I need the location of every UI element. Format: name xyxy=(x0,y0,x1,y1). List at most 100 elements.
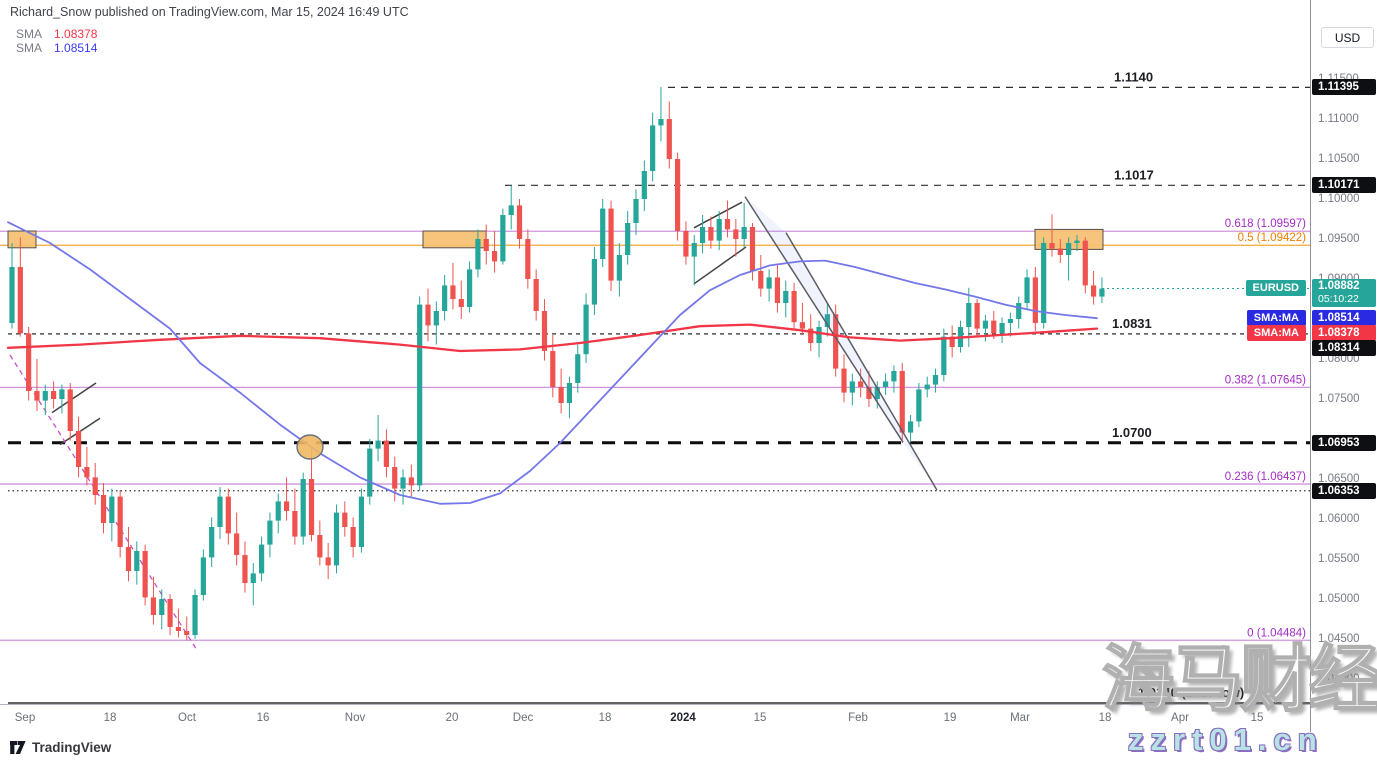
candle-body xyxy=(1024,277,1030,303)
candle-body xyxy=(841,368,847,393)
candle-body xyxy=(400,477,406,489)
candle xyxy=(932,368,939,393)
candle xyxy=(225,488,231,545)
price-badge: 1.06953 xyxy=(1312,435,1376,451)
trendline[interactable] xyxy=(693,201,743,229)
candle xyxy=(1016,296,1022,329)
candle-body xyxy=(92,477,98,495)
candle xyxy=(858,368,864,398)
candle-body xyxy=(317,535,323,558)
candle xyxy=(67,383,73,441)
candle-body xyxy=(824,314,830,327)
candle xyxy=(9,243,15,329)
candlestick-series xyxy=(9,87,1105,641)
trendline[interactable] xyxy=(693,246,747,285)
channel-line[interactable] xyxy=(785,232,938,491)
sma-line-red[interactable] xyxy=(6,323,1099,353)
candle-body xyxy=(84,467,90,478)
candle xyxy=(874,381,880,409)
candle-body xyxy=(949,336,955,347)
candle-body xyxy=(17,267,23,334)
candle xyxy=(350,517,356,558)
candle-body xyxy=(9,267,15,323)
candle-body xyxy=(724,219,731,230)
candle-body xyxy=(558,387,564,403)
candle-body xyxy=(367,448,373,497)
candle-body xyxy=(142,551,148,598)
candle-body xyxy=(475,239,481,270)
candle-body xyxy=(941,336,947,375)
candle xyxy=(558,368,564,414)
time-tick-label: 20 xyxy=(445,712,459,724)
time-tick-label: 15 xyxy=(1250,712,1264,724)
time-axis[interactable]: Sep 18 Oct 16 Nov 20 Dec 18 2024 15 Feb 19 Mar 18 Apr 1… xyxy=(0,704,1377,733)
chart-canvas[interactable]: 1.1140 1.1017 1.0831 1.0700 1.0340 (2017 low… xyxy=(0,0,1310,704)
channel-line[interactable] xyxy=(744,196,904,443)
symbol-chip: EURUSD xyxy=(1245,280,1306,296)
sma-label: SMA xyxy=(16,41,43,55)
candle xyxy=(75,416,82,478)
candle-body xyxy=(67,389,73,431)
candle xyxy=(467,261,473,313)
candle xyxy=(724,200,731,238)
candle xyxy=(375,415,381,462)
candle xyxy=(608,200,614,291)
candle xyxy=(491,231,498,273)
candle xyxy=(92,463,98,505)
candle-body xyxy=(267,520,273,545)
supply-zone-box[interactable] xyxy=(7,230,37,249)
sma-line-blue[interactable] xyxy=(7,221,1098,505)
candle-body xyxy=(175,627,181,631)
candle xyxy=(259,536,265,582)
sma-legend-row-red[interactable]: SMA 1.08378 xyxy=(16,27,97,41)
candle xyxy=(533,269,539,321)
tradingview-logo[interactable]: TradingView xyxy=(10,740,111,755)
watermark-cjk: 海马财经 xyxy=(1101,640,1377,720)
circle-annotation[interactable] xyxy=(296,434,324,460)
candle xyxy=(367,439,373,505)
fib-label: 0 (1.04484) xyxy=(1247,627,1306,639)
candle xyxy=(1007,312,1013,337)
price-badge: 1.08378 xyxy=(1312,325,1376,341)
candle xyxy=(907,415,914,443)
usd-currency-button[interactable]: USD xyxy=(1321,27,1374,48)
candle xyxy=(1099,277,1105,303)
candle xyxy=(641,160,647,211)
candle xyxy=(924,376,930,398)
candle xyxy=(300,472,306,545)
candle xyxy=(999,317,1005,343)
candle xyxy=(142,544,148,606)
key-level-label: 1.1017 xyxy=(1114,167,1154,182)
candle-body xyxy=(192,595,198,635)
candle xyxy=(791,283,797,331)
candle-body xyxy=(375,440,381,449)
candle xyxy=(1082,237,1088,294)
price-axis[interactable]: USD 1.115001.110001.105001.100001.095001… xyxy=(1310,0,1377,732)
price-badge: 1.11395 xyxy=(1312,79,1376,95)
sma-legend-row-blue[interactable]: SMA 1.08514 xyxy=(16,41,97,55)
candle xyxy=(184,616,190,641)
candle xyxy=(26,327,32,401)
candle-body xyxy=(608,208,614,281)
time-tick-label: 19 xyxy=(943,712,957,724)
candle-body xyxy=(766,277,772,289)
candle-body xyxy=(342,512,348,527)
candle-body xyxy=(159,599,165,615)
candle-body xyxy=(51,391,57,399)
candle-body xyxy=(849,381,855,393)
candle xyxy=(400,469,406,505)
candle-body xyxy=(683,231,689,257)
candle-body xyxy=(758,271,764,289)
price-tick-label: 1.04000 xyxy=(1318,673,1360,685)
price-tick-label: 1.04500 xyxy=(1318,633,1360,645)
candle xyxy=(325,543,331,579)
trendline[interactable] xyxy=(51,382,97,414)
candle xyxy=(949,325,955,358)
candle-body xyxy=(383,440,389,467)
sma-blue-value: 1.08514 xyxy=(54,41,98,55)
candle-body xyxy=(833,314,839,369)
candle-body xyxy=(408,477,414,486)
fib-label: 0.618 (1.09597) xyxy=(1225,218,1306,230)
candle-body xyxy=(658,119,664,126)
candle xyxy=(774,264,781,313)
